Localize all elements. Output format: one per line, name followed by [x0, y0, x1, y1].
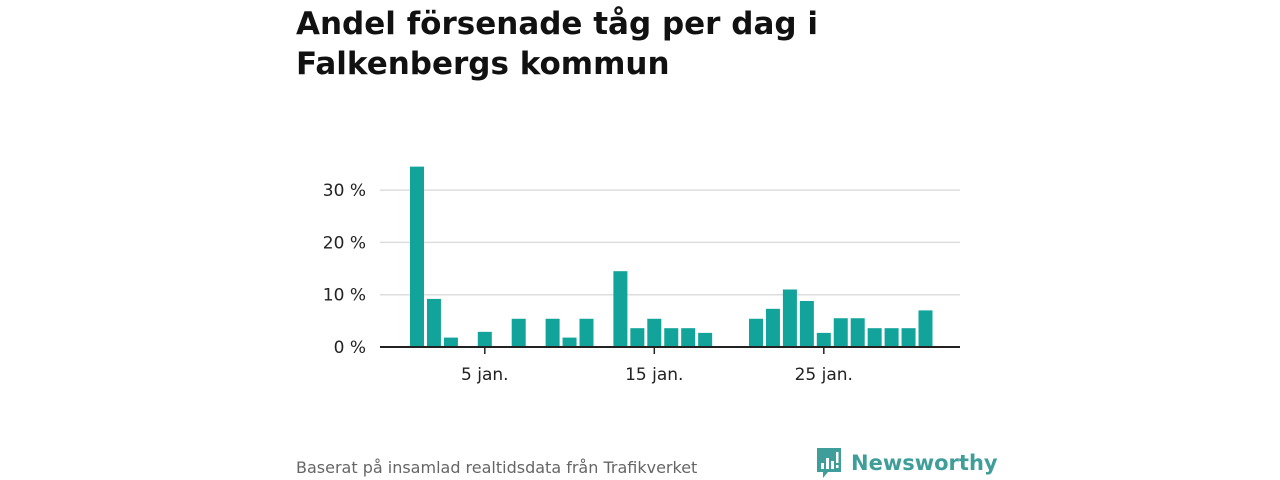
- bar: [647, 318, 662, 347]
- brand-name: Newsworthy: [851, 451, 998, 475]
- bar: [545, 318, 560, 347]
- bar: [477, 331, 492, 347]
- bar: [884, 328, 899, 347]
- newsworthy-logo-icon: [817, 448, 841, 478]
- x-tick-label: 5 jan.: [461, 365, 509, 385]
- bar: [630, 328, 645, 347]
- bar: [833, 318, 848, 347]
- bar: [613, 271, 628, 347]
- brand-logo: Newsworthy: [815, 446, 998, 480]
- bar: [664, 328, 679, 347]
- y-tick-label: 20 %: [323, 233, 366, 253]
- bar: [426, 298, 441, 347]
- bar: [443, 337, 458, 347]
- y-tick-label: 10 %: [323, 286, 366, 306]
- bar: [918, 310, 933, 347]
- bar: [511, 318, 526, 347]
- x-tick-label: 15 jan.: [625, 365, 683, 385]
- source-note: Baserat på insamlad realtidsdata från Tr…: [296, 458, 698, 477]
- bar: [901, 328, 916, 347]
- tick-labels: 0 % 10 % 20 % 30 % 5 jan. 15 jan. 25 jan.: [323, 181, 853, 385]
- y-tick-label: 30 %: [323, 181, 366, 201]
- bar: [698, 332, 713, 347]
- bar: [681, 328, 696, 347]
- bar: [749, 318, 763, 347]
- y-tick-label: 0 %: [334, 338, 366, 358]
- bars: [410, 166, 933, 347]
- bar: [579, 318, 594, 347]
- bar: [867, 328, 882, 347]
- bar: [782, 289, 797, 347]
- bar: [562, 337, 577, 347]
- bar: [765, 308, 780, 347]
- axes: [380, 346, 960, 354]
- gridlines: [380, 189, 960, 296]
- x-tick-label: 25 jan.: [795, 365, 853, 385]
- bar: [816, 332, 831, 347]
- chart-title: Andel försenade tåg per dag i Falkenberg…: [296, 6, 818, 82]
- bar: [799, 300, 814, 347]
- bar: [410, 166, 424, 347]
- bar: [850, 318, 865, 347]
